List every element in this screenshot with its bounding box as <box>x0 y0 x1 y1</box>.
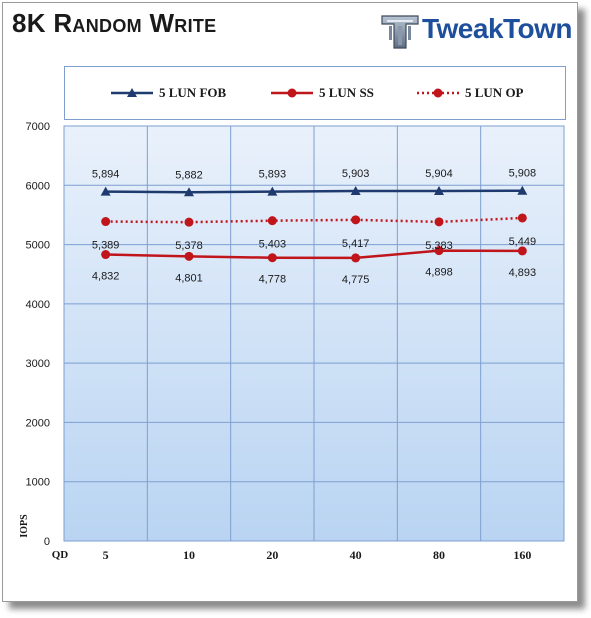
data-point-marker <box>267 253 277 263</box>
y-tick-label: 5000 <box>26 240 50 252</box>
data-point-marker <box>351 215 361 225</box>
data-label: 5,894 <box>92 169 120 181</box>
chart-title: 8K Random Write <box>12 8 217 38</box>
data-point-marker <box>434 217 444 227</box>
data-point-marker <box>267 186 278 196</box>
x-tick-label: 40 <box>350 548 362 562</box>
logo-text: TweakTown <box>422 13 573 44</box>
data-point-marker <box>184 187 194 197</box>
x-tick-label: 5 <box>103 548 109 562</box>
data-label: 5,893 <box>259 169 287 181</box>
data-label: 5,378 <box>175 240 203 252</box>
y-tick-label: 0 <box>44 536 50 548</box>
y-tick-label: 7000 <box>26 121 50 133</box>
y-tick-label: 3000 <box>26 358 50 370</box>
data-label: 5,449 <box>509 236 537 248</box>
data-label: 5,403 <box>259 239 287 251</box>
data-label: 5,383 <box>425 240 453 252</box>
data-label: 5,904 <box>425 168 453 180</box>
data-point-marker <box>434 246 444 256</box>
series-line-0 <box>105 189 523 194</box>
data-labels: 5,894 5,882 5,893 5,903 5,904 5,908 4,832 4,801… <box>92 168 536 286</box>
y-tick-label: 4000 <box>26 299 50 311</box>
x-axis-label: QD <box>52 549 69 561</box>
legend-label-op: 5 LUN OP <box>465 85 524 100</box>
data-point-marker <box>517 213 527 223</box>
data-point-marker <box>350 186 361 196</box>
y-tick-label: 1000 <box>26 477 50 489</box>
legend-label-fob: 5 LUN FOB <box>159 85 227 100</box>
x-tick-label: 160 <box>513 548 531 562</box>
tweaktown-logo-icon <box>381 15 419 49</box>
data-point-marker <box>517 246 527 256</box>
legend-label-ss: 5 LUN SS <box>319 85 374 100</box>
series-line-1 <box>105 249 523 260</box>
data-label: 5,908 <box>509 168 537 180</box>
axes: 0 1000 2000 3000 4000 5000 6000 7000 5 10 20 40 80 16… <box>19 121 531 562</box>
y-tick-label: 2000 <box>26 417 50 429</box>
data-label: 4,775 <box>342 274 370 286</box>
data-point-marker <box>184 251 194 261</box>
data-point-marker <box>101 250 111 260</box>
data-label: 4,893 <box>509 267 537 279</box>
data-label: 4,898 <box>425 267 453 279</box>
x-tick-label: 10 <box>183 548 195 562</box>
data-label: 5,903 <box>342 168 370 180</box>
data-point-marker <box>100 186 111 196</box>
data-point-marker <box>101 217 111 227</box>
data-point-marker <box>517 185 528 195</box>
y-axis-label: IOPS <box>19 514 30 538</box>
grid-lines <box>64 126 564 541</box>
data-point-marker <box>267 216 277 226</box>
legend-marker-op <box>417 88 459 98</box>
data-label: 5,417 <box>342 238 370 250</box>
data-label: 4,832 <box>92 271 120 283</box>
tweaktown-logo: TweakTown <box>378 10 573 52</box>
data-label: 5,389 <box>92 240 120 252</box>
data-label: 5,882 <box>175 169 203 181</box>
data-point-marker <box>351 253 361 263</box>
legend: 5 LUN FOB 5 LUN SS 5 LUN OP <box>64 66 566 120</box>
x-tick-label: 80 <box>433 548 445 562</box>
y-tick-label: 6000 <box>26 180 50 192</box>
data-point-marker <box>184 217 194 227</box>
legend-marker-ss <box>271 88 313 98</box>
series-lines <box>100 185 528 263</box>
data-label: 4,778 <box>259 274 287 286</box>
x-tick-label: 20 <box>266 548 278 562</box>
legend-marker-fob <box>111 88 153 97</box>
data-point-marker <box>434 185 444 195</box>
data-label: 4,801 <box>175 272 203 284</box>
